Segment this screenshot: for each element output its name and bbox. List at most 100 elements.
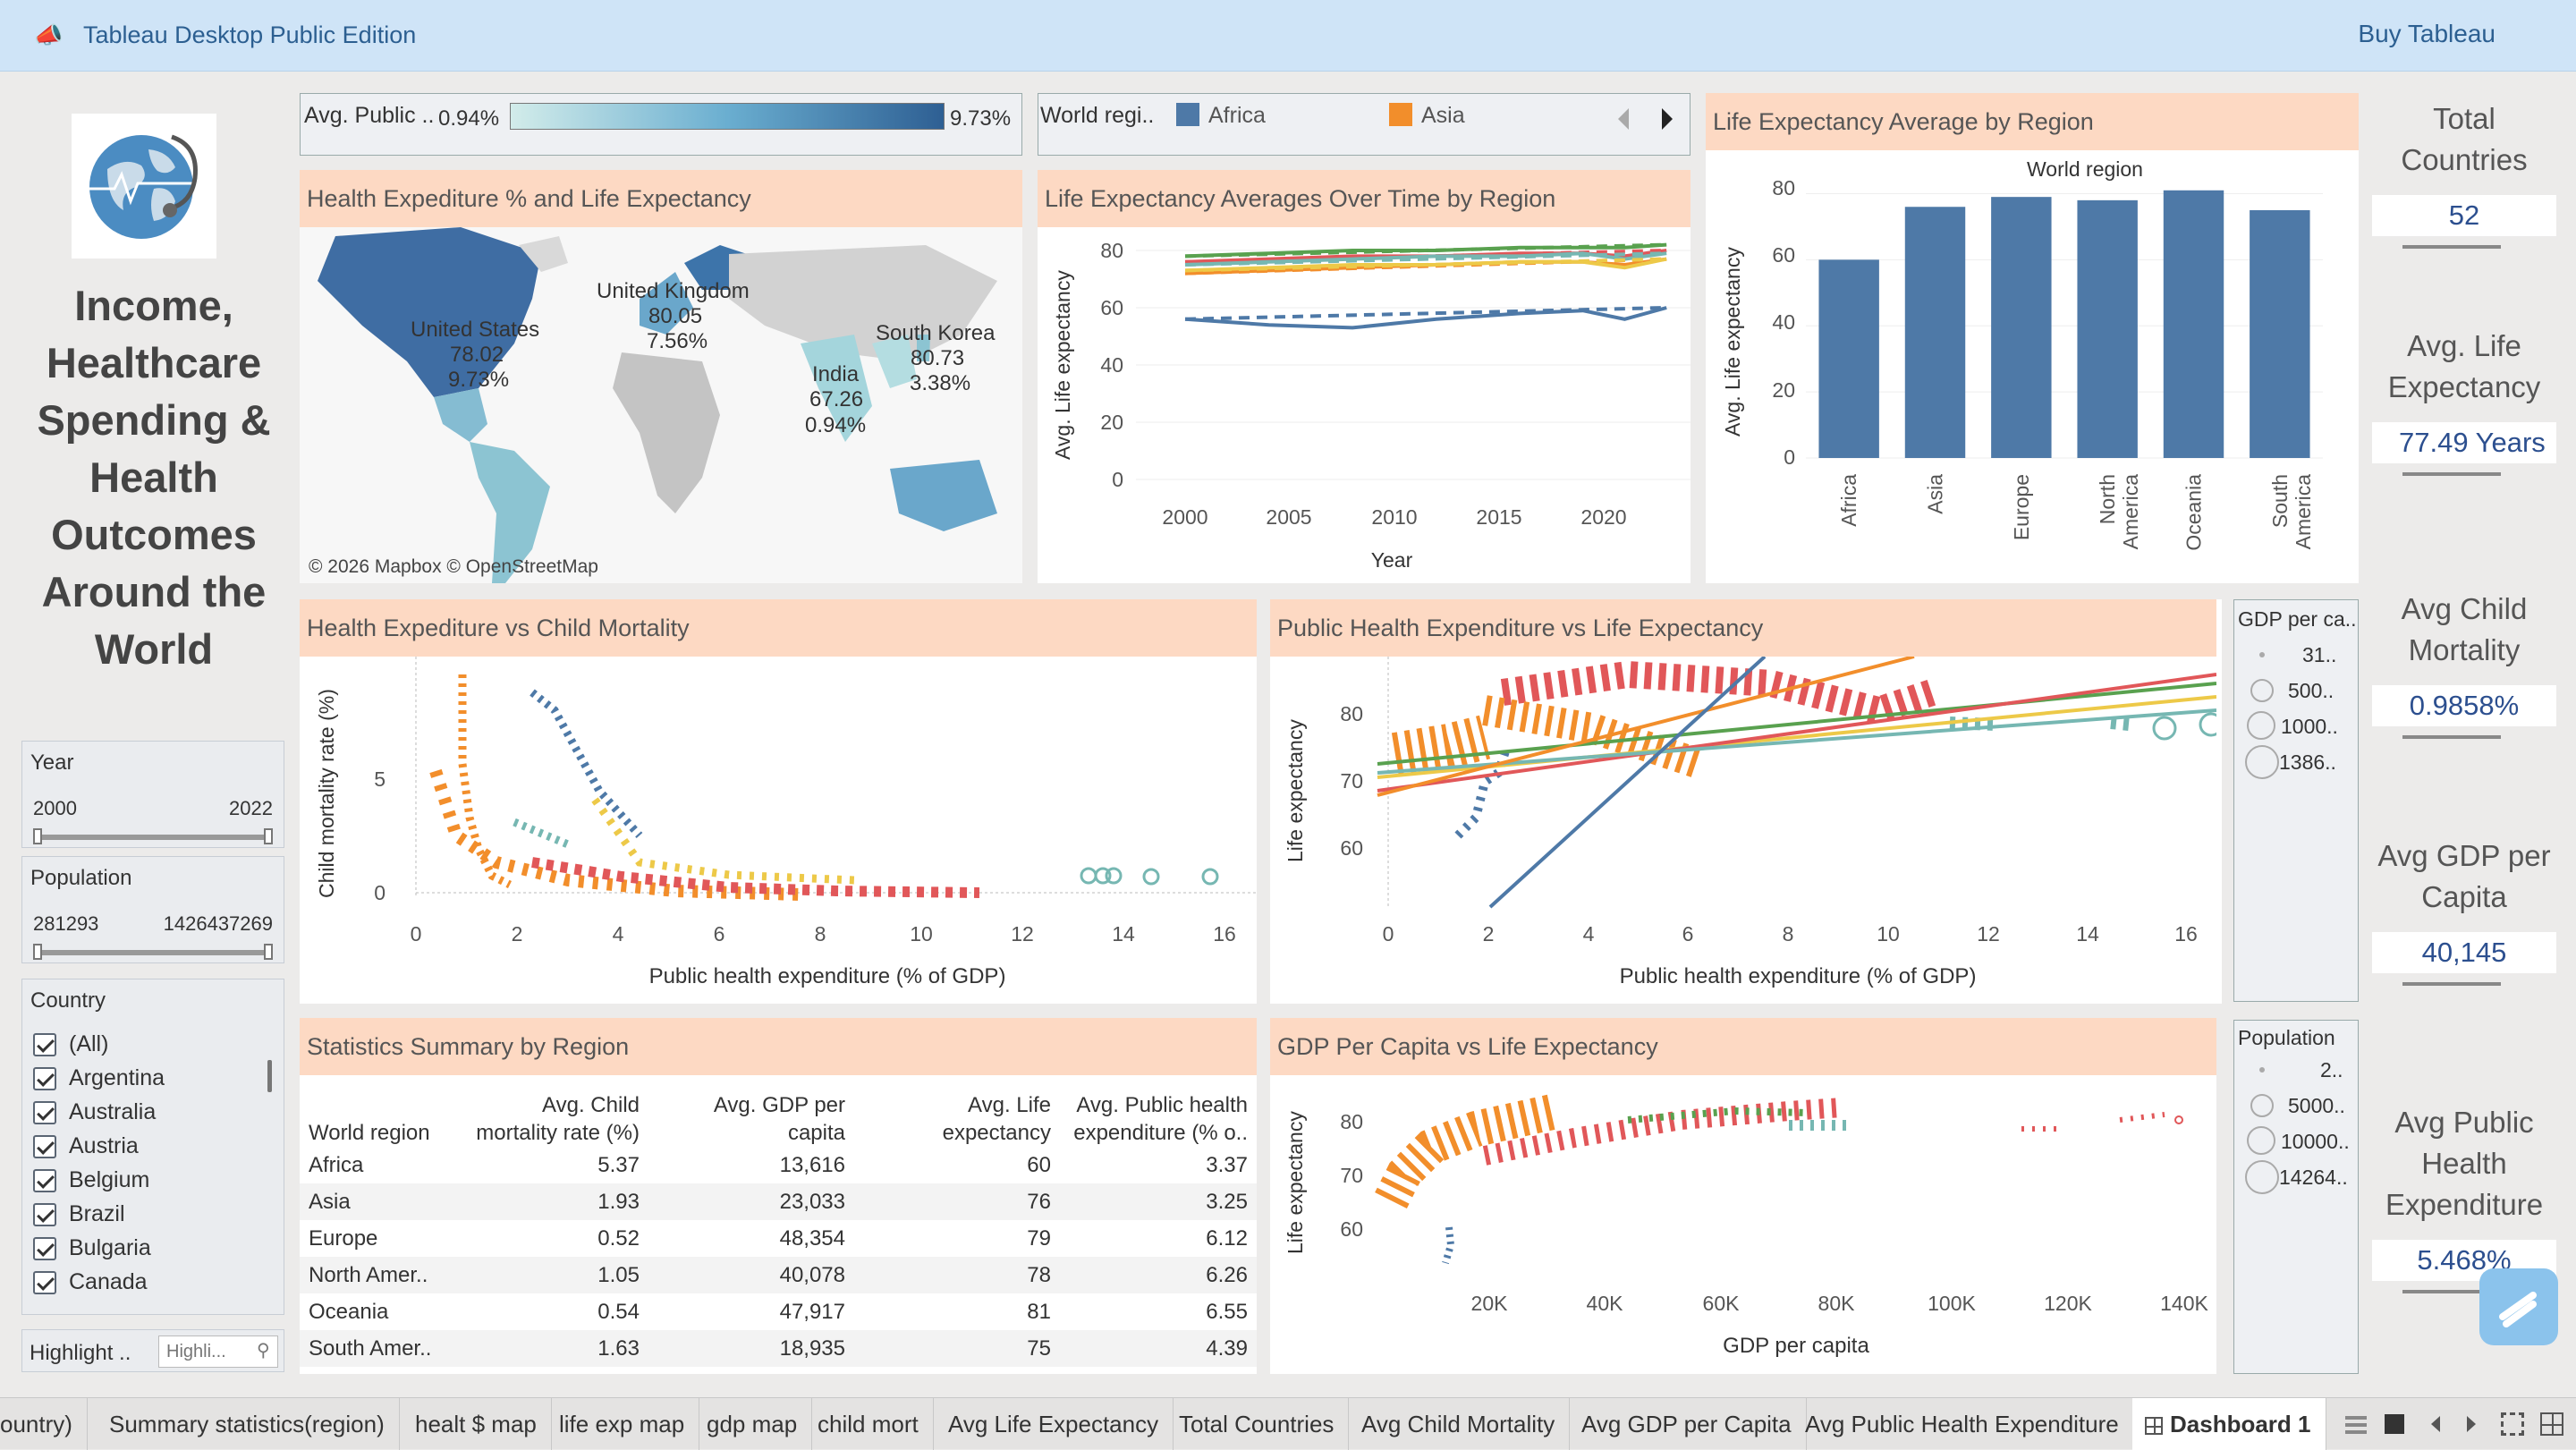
country-option[interactable]: Canada (33, 1265, 267, 1299)
grid-view-icon[interactable] (2345, 1416, 2367, 1434)
region-legend-swatch-africa[interactable] (1176, 103, 1199, 126)
bar-asia[interactable] (1904, 207, 1966, 458)
buy-tableau-link[interactable]: Buy Tableau (2358, 20, 2496, 47)
table-row[interactable]: Africa 5.37 13,616 60 3.37 (309, 1152, 1248, 1177)
region-legend-asia[interactable]: Asia (1421, 103, 1465, 128)
next-sheet-icon[interactable] (2467, 1416, 2476, 1432)
country-option[interactable]: Australia (33, 1095, 267, 1129)
scatter1-ytick: 5 (374, 767, 386, 791)
sheet-tab[interactable]: Total Countries (1165, 1398, 1350, 1450)
country-option[interactable]: Belgium (33, 1163, 267, 1197)
checkbox-icon[interactable] (33, 1101, 56, 1125)
scatter1-xtick: 4 (613, 922, 624, 945)
country-option[interactable]: Austria (33, 1129, 267, 1163)
life-expectancy-scatter-panel: Public Health Expenditure vs Life Expect… (1270, 599, 2222, 1004)
table-row[interactable]: South Amer.. 1.63 18,935 75 4.39 (300, 1330, 1257, 1367)
country-option[interactable]: Bulgaria (33, 1231, 267, 1265)
year-slider-max-handle[interactable] (264, 828, 273, 844)
floating-app-icon[interactable] (2479, 1268, 2558, 1345)
prev-sheet-icon[interactable] (2431, 1416, 2440, 1432)
checkbox-icon[interactable] (33, 1033, 56, 1057)
line-series-africa[interactable] (1184, 306, 1667, 330)
stats-header-child: Avg. Child mortality rate (%) (476, 1093, 640, 1145)
map-label-in-life: 67.26 (809, 387, 863, 411)
table-row[interactable]: North Amer.. 1.05 40,078 78 6.26 (300, 1257, 1257, 1293)
region-legend-africa[interactable]: Africa (1208, 103, 1266, 128)
checkbox-icon[interactable] (33, 1237, 56, 1261)
grid-icon[interactable] (2540, 1412, 2563, 1436)
bar-category-label: NorthAmerica (2096, 474, 2142, 550)
table-row[interactable]: Europe 0.52 48,354 79 6.12 (309, 1225, 1248, 1251)
sheet-tabs: ountry) Summary statistics(region) healt… (0, 1397, 2576, 1450)
sheet-tab[interactable]: Avg GDP per Capita (1567, 1398, 1807, 1450)
table-row[interactable]: Asia 1.93 23,033 76 3.25 (300, 1183, 1257, 1220)
region-legend-swatch-asia[interactable] (1389, 103, 1412, 126)
kpi-title: Avg. Life Expectancy (2387, 329, 2541, 403)
world-map[interactable]: United States 78.02 9.73% United Kingdom… (300, 227, 1022, 583)
line-xtick: 2020 (1580, 505, 1626, 529)
stop-icon[interactable] (2385, 1414, 2404, 1434)
scatter1-xtick: 8 (815, 922, 826, 945)
checkbox-icon[interactable] (33, 1135, 56, 1159)
public-legend-max: 9.73% (950, 106, 1012, 131)
legend-next-icon[interactable] (1662, 108, 1673, 130)
highlight-search-input[interactable] (158, 1336, 278, 1368)
sheet-tab[interactable]: healt $ map (401, 1398, 552, 1450)
population-slider-min-handle[interactable] (33, 944, 42, 960)
sheet-tab[interactable]: child mort (803, 1398, 934, 1450)
gdp-size-item: 500.. (2288, 679, 2334, 702)
country-list-scrollbar[interactable] (267, 1060, 272, 1092)
kpi-bar (2402, 472, 2501, 476)
population-max: 1426437269 (163, 912, 273, 935)
checkbox-icon[interactable] (33, 1271, 56, 1295)
life-expectancy-scatter[interactable]: Life expectancy 60 70 80 0 2 4 6 8 10 12… (1270, 657, 2216, 1004)
legend-prev-icon[interactable] (1618, 108, 1629, 130)
checkbox-icon[interactable] (33, 1067, 56, 1091)
sheet-tab[interactable]: Avg Life Expectancy (934, 1398, 1174, 1450)
scatter1-xtick: 2 (512, 922, 523, 945)
kpi-title: Avg GDP per Capita (2377, 839, 2551, 913)
sheet-tab[interactable]: Summary statistics(region) (95, 1398, 400, 1450)
bar-africa[interactable] (1818, 259, 1879, 458)
sheet-tab[interactable]: Avg Child Mortality (1347, 1398, 1571, 1450)
bar-europe[interactable] (1991, 197, 2052, 458)
bar-category-label: Asia (1924, 474, 1947, 514)
child-mortality-scatter[interactable]: Child mortality rate (%) 0 5 0 2 4 6 8 1… (300, 657, 1257, 1004)
population-filter[interactable]: Population 281293 1426437269 (21, 856, 284, 963)
bar-north-america[interactable] (2077, 199, 2138, 458)
line-chart-panel: Life Expectancy Averages Over Time by Re… (1038, 170, 1690, 583)
sheet-tab[interactable]: gdp map (692, 1398, 813, 1450)
pop-size-item: 10000.. (2281, 1130, 2350, 1153)
bar-chart[interactable]: World region Avg. Life expectancy 0 20 4… (1706, 150, 2359, 583)
scatter3-ytick: 80 (1340, 1110, 1363, 1133)
sheet-tab[interactable]: Avg Public Health Expenditure (1791, 1398, 2134, 1450)
line-chart[interactable]: Avg. Life expectancy Year 0 20 40 60 80 … (1038, 227, 1690, 583)
country-option[interactable]: (All) (33, 1027, 267, 1061)
country-option[interactable]: Brazil (33, 1197, 267, 1231)
year-slider-track[interactable] (35, 835, 271, 840)
bar-category-label: Europe (2010, 474, 2033, 540)
sheet-tab[interactable]: ountry) (0, 1398, 88, 1450)
checkbox-icon[interactable] (33, 1169, 56, 1193)
table-row[interactable]: Oceania 0.54 47,917 81 6.55 (309, 1299, 1248, 1324)
sheet-tab-active[interactable]: Dashboard 1 (2132, 1398, 2326, 1450)
population-slider-track[interactable] (35, 950, 271, 955)
public-legend-gradient (510, 103, 945, 130)
kpi-avg-gdp: Avg GDP per Capita 40,145 (2372, 835, 2556, 986)
line-ytick: 60 (1100, 296, 1123, 319)
checkbox-icon[interactable] (33, 1203, 56, 1227)
gdp-scatter[interactable]: Life expectancy 60 70 80 20K 40K 60K 80K… (1270, 1075, 2216, 1374)
size-circle-icon (2247, 1126, 2275, 1155)
gdp-size-legend: GDP per ca.. 31.. 500.. 1000.. 1386.. (2233, 599, 2359, 1002)
bar-oceania[interactable] (2163, 190, 2224, 458)
scatter3-xtick: 140K (2160, 1292, 2208, 1315)
fullscreen-icon[interactable] (2501, 1412, 2524, 1436)
scatter2-xtick: 6 (1682, 922, 1694, 945)
sheet-tab[interactable]: life exp map (545, 1398, 700, 1450)
year-slider-min-handle[interactable] (33, 828, 42, 844)
year-filter[interactable]: Year 2000 2022 (21, 741, 284, 848)
population-slider-max-handle[interactable] (264, 944, 273, 960)
gdp-size-legend-title: GDP per ca.. (2238, 607, 2357, 631)
country-option[interactable]: Argentina (33, 1061, 267, 1095)
bar-south-america[interactable] (2250, 209, 2310, 459)
